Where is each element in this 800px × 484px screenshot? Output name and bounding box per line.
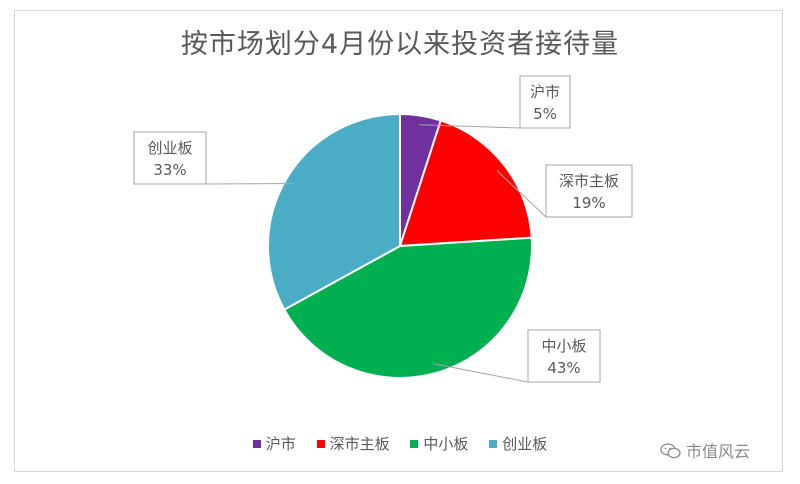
leader-line-2 [434,363,529,383]
legend-item-1: 深市主板 [316,433,390,454]
legend-label-1: 深市主板 [329,435,390,453]
callout-box-3 [133,131,207,185]
data-label-category-3: 创业板 [147,139,192,157]
data-label-category-0: 沪市 [530,83,560,101]
legend-item-0: 沪市 [252,433,296,454]
chart-legend: 沪市 深市主板 中小板 创业板 [0,433,800,454]
watermark-text: 市值风云 [686,442,751,461]
legend-item-2: 中小板 [410,433,468,454]
legend-item-3: 创业板 [489,433,547,454]
data-label-value-0: 5% [533,105,557,123]
callout-box-0 [519,75,571,129]
data-label-value-3: 33% [153,161,186,179]
data-label-value-1: 19% [572,194,605,212]
legend-swatch-3 [489,440,498,448]
callout-box-2 [527,329,601,383]
wechat-icon [660,443,681,459]
data-label-value-2: 43% [547,359,580,377]
watermark: 市值风云 [660,438,750,462]
legend-swatch-2 [410,440,419,448]
chart-title: 按市场划分4月份以来投资者接待量 [180,29,620,60]
legend-swatch-1 [316,440,325,448]
pie-slice-2 [282,236,533,379]
leader-line-1 [496,170,547,218]
legend-label-0: 沪市 [265,435,296,453]
legend-label-3: 创业板 [502,435,548,453]
legend-label-2: 中小板 [423,435,469,453]
data-label-category-1: 深市主板 [559,172,619,190]
leader-line-0 [419,124,521,129]
callout-box-1 [545,164,633,218]
data-label-category-2: 中小板 [541,337,586,355]
pie-slice-3 [267,112,401,311]
legend-swatch-0 [252,440,261,448]
